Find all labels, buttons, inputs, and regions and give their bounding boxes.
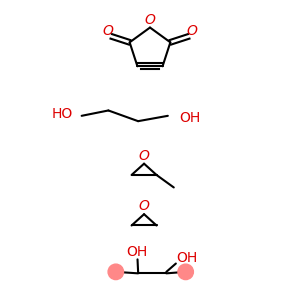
- Text: O: O: [139, 149, 149, 163]
- Text: HO: HO: [52, 107, 73, 121]
- Text: OH: OH: [126, 245, 147, 259]
- Text: O: O: [187, 24, 198, 38]
- Text: O: O: [145, 13, 155, 27]
- Text: OH: OH: [180, 111, 201, 124]
- Circle shape: [178, 264, 194, 280]
- Text: O: O: [102, 24, 113, 38]
- Circle shape: [108, 264, 124, 280]
- Text: OH: OH: [176, 250, 197, 265]
- Text: O: O: [139, 200, 149, 214]
